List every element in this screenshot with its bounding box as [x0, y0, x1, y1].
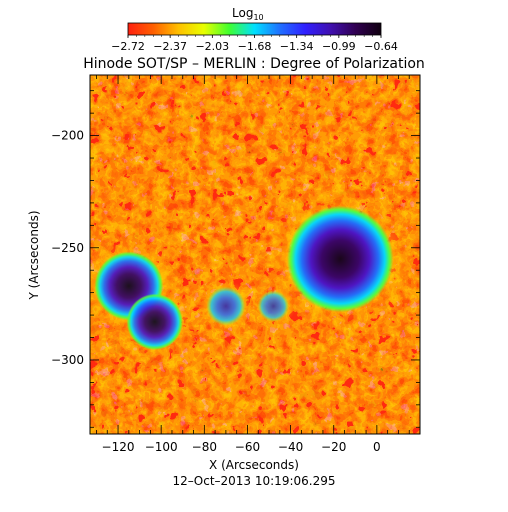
y-tick-label: −250: [51, 241, 84, 255]
sunspot: [126, 293, 183, 350]
timestamp: 12–Oct–2013 10:19:06.295: [173, 474, 336, 488]
x-tick-label: −100: [145, 440, 178, 454]
sunspot: [287, 205, 394, 313]
pore: [257, 290, 289, 322]
colorbar-tick-label: −2.72: [111, 40, 145, 53]
colorbar-tick-label: −1.68: [238, 40, 272, 53]
colorbar-tick-label: −0.64: [364, 40, 398, 53]
colorbar-gradient: [127, 22, 382, 36]
x-axis-label: X (Arcseconds): [209, 458, 299, 472]
colorbar-ticks: −2.72 −2.37 −2.03 −1.68 −1.34 −0.99 −0.64: [111, 35, 398, 53]
x-tick-label: −60: [235, 440, 260, 454]
x-tick-label: −20: [321, 440, 346, 454]
feature-layer: [94, 205, 394, 350]
chart-title: Hinode SOT/SP – MERLIN : Degree of Polar…: [83, 56, 425, 72]
plot-frame: [89, 74, 421, 435]
colorbar: Log10 −2.72 −2.37 −2.03 −1.68 −1.34 −0.99 −0.6…: [111, 6, 398, 53]
colorbar-tick-label: −0.99: [322, 40, 356, 53]
x-tick-label: −80: [192, 440, 217, 454]
y-tick-label: −200: [51, 129, 84, 143]
x-axis: −120 −100 −80 −60 −40 −20 0: [96, 75, 421, 454]
colorbar-tick-label: −2.37: [153, 40, 187, 53]
pore: [206, 286, 246, 326]
y-tick-label: −300: [51, 353, 84, 367]
colorbar-label: Log10: [232, 6, 264, 22]
x-tick-label: −40: [278, 440, 303, 454]
x-tick-label: 0: [373, 440, 381, 454]
y-axis-label: Y (Arcseconds): [27, 210, 41, 300]
colorbar-tick-label: −1.34: [280, 40, 314, 53]
x-tick-label: −120: [102, 440, 135, 454]
colorbar-tick-label: −2.03: [195, 40, 229, 53]
heatmap-area: −120 −100 −80 −60 −40 −20 0 −200−250−300: [51, 74, 421, 454]
y-axis: −200 −250 −300: [51, 90, 420, 428]
